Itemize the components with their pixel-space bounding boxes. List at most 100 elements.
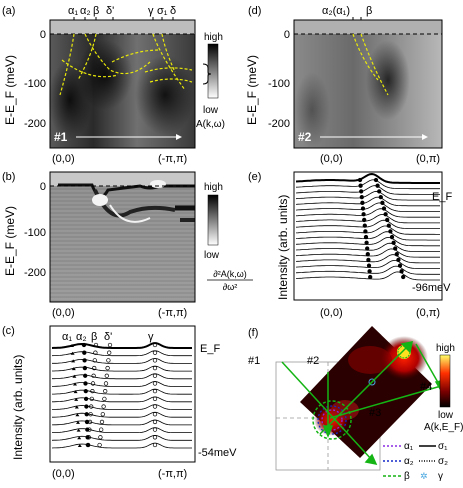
- panel-b: (b) E-E_F (meV) 0 -100 -200 (0,0) (-π,π)…: [2, 171, 253, 319]
- edc-curve: [51, 427, 192, 433]
- edc-peak-marker: [152, 396, 158, 401]
- ytick: -100: [268, 78, 290, 90]
- panel-c-xtick-left: (0,0): [52, 468, 75, 480]
- edc-peak-marker: [83, 396, 89, 401]
- edc-peak-marker: [367, 269, 372, 274]
- edc-peak-marker: [87, 419, 93, 425]
- edc-curve: [52, 365, 192, 372]
- legend-alpha2: α₂: [404, 456, 414, 467]
- band-label-alpha2: α₂: [76, 331, 87, 343]
- edc-peak-marker: [73, 382, 77, 386]
- ytick: -200: [268, 118, 290, 130]
- edc-peak-marker: [103, 389, 108, 394]
- edc-peak-marker: [84, 419, 90, 425]
- edc-peak-marker: [93, 342, 99, 348]
- edc-peak-marker: [100, 412, 105, 417]
- edc-peak-marker: [70, 344, 74, 347]
- edc-peak-marker: [107, 350, 112, 355]
- edc-peak-marker: [85, 435, 90, 440]
- edc-peak-marker: [362, 217, 367, 223]
- edc-peak-marker: [365, 246, 370, 251]
- band-label-beta: β: [91, 331, 97, 343]
- panel-d: (d) α₂(α₁) β #2 E-E_F (meV) 0 -100 -2: [245, 5, 443, 165]
- edc-peak-marker: [77, 444, 82, 447]
- panel-f-cut-arrows: [281, 341, 449, 466]
- colorbar-quantity-numerator: ∂²A(k,ω): [213, 269, 246, 279]
- edc-peak-marker: [70, 351, 75, 355]
- panel-c-ylabel: Intensity (arb. units): [11, 355, 25, 460]
- edc-peak-marker: [89, 396, 94, 401]
- panel-b-ylabel: E-E_F (meV): [3, 206, 17, 276]
- panel-c-bottom-label: -54meV: [198, 447, 237, 459]
- colorbar-high: high: [204, 182, 223, 193]
- panel-d-image: #2: [293, 19, 443, 149]
- panel-f: (f) #1 #2 #3 #4: [248, 326, 463, 482]
- edc-peak-marker: [71, 359, 76, 363]
- edc-peak-marker: [152, 358, 158, 363]
- edc-curve: [295, 208, 440, 218]
- edc-peak-marker: [90, 381, 96, 386]
- panel-d-yticks: 0 -100 -200: [268, 29, 290, 130]
- edc-peak-marker: [75, 413, 80, 417]
- edc-peak-marker: [83, 389, 88, 394]
- panel-c-band-labels: α₁ α₂ β δ' γ: [62, 331, 154, 343]
- edc-curve: [295, 172, 440, 184]
- panel-b-label: (b): [2, 171, 15, 183]
- band-label-beta: β: [93, 5, 99, 17]
- panel-a-xtick-right: (-π,π): [158, 153, 187, 165]
- panel-d-label: (d): [248, 5, 261, 17]
- edc-peak-marker: [360, 206, 366, 211]
- edc-curve: [51, 435, 192, 441]
- ytick: -200: [24, 267, 46, 279]
- band-label-gamma: γ: [148, 5, 154, 17]
- panel-b-xtick-left: (0,0): [52, 307, 75, 319]
- edc-peak-marker: [106, 358, 111, 363]
- edc-peak-marker: [82, 365, 88, 371]
- edc-peak-marker: [364, 240, 369, 245]
- edc-curve: [295, 196, 440, 207]
- edc-peak-marker: [361, 212, 366, 217]
- edc-curve: [295, 271, 440, 281]
- edc-curve: [295, 202, 440, 212]
- edc-peak-marker: [86, 442, 91, 448]
- panel-a-band-labels: α₁ α₂ β δ' γ σ₁ δ: [68, 5, 176, 17]
- edc-curve: [52, 396, 192, 403]
- panel-e-top-label: E_F: [432, 191, 452, 203]
- edc-curve: [51, 342, 192, 349]
- panel-a-cut-label: #1: [54, 130, 68, 144]
- edc-peak-marker: [152, 419, 158, 425]
- edc-peak-marker: [76, 428, 81, 432]
- panel-e-xtick-right: (0,π): [416, 307, 440, 319]
- panel-d-cut-label: #2: [298, 130, 312, 144]
- edc-curve: [52, 411, 192, 418]
- edc-peak-marker: [152, 365, 158, 371]
- band-label-alpha2: α₂: [80, 5, 91, 17]
- edc-peak-marker: [152, 412, 158, 417]
- band-label-sigma1: σ₁: [157, 5, 168, 17]
- colorbar-high: high: [436, 343, 455, 354]
- panel-e-xtick-left: (0,0): [320, 307, 343, 319]
- edc-curve: [295, 213, 440, 224]
- edc-peak-marker: [366, 257, 371, 263]
- panel-a-band-fits: [59, 33, 193, 96]
- edc-curve: [295, 265, 440, 275]
- edc-peak-marker: [152, 435, 158, 440]
- panel-e-label: (e): [248, 171, 261, 183]
- edc-peak-marker: [105, 365, 110, 371]
- panel-b-xtick-right: (-π,π): [158, 307, 187, 319]
- edc-peak-marker: [74, 397, 79, 401]
- edc-curve: [295, 179, 440, 190]
- edc-peak-marker: [91, 373, 96, 378]
- edc-peak-marker: [152, 342, 158, 348]
- cut-label-3: #3: [369, 407, 381, 419]
- edc-peak-marker: [360, 200, 365, 205]
- edc-peak-marker: [99, 427, 104, 432]
- panel-d-ylabel: E-E_F (meV): [245, 55, 259, 125]
- colorbar-quantity: A(k,E_F): [424, 422, 463, 433]
- panel-c-top-label: E_F: [200, 343, 220, 355]
- edc-peak-marker: [103, 381, 109, 386]
- edc-peak-marker: [83, 381, 88, 386]
- edc-peak-marker: [98, 435, 103, 440]
- panel-f-legend: α₁ σ₁ α₂ σ₂ β ✲ γ: [383, 441, 448, 482]
- edc-peak-marker: [73, 390, 78, 394]
